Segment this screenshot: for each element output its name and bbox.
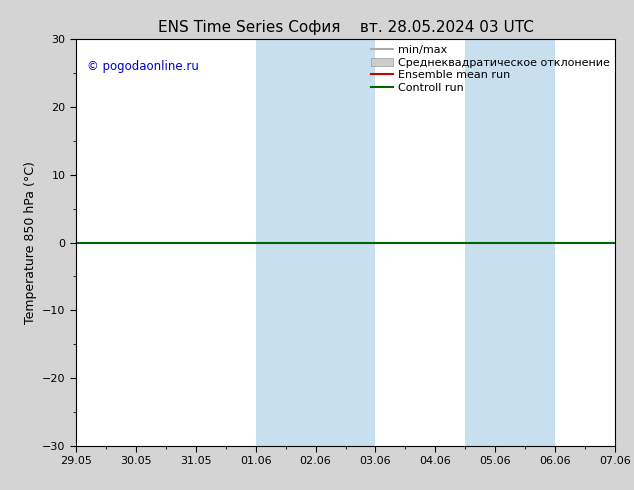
Bar — [256, 39, 375, 446]
Legend: min/max, Среднеквадратическое отклонение, Ensemble mean run, Controll run: min/max, Среднеквадратическое отклонение… — [368, 43, 612, 96]
Text: © pogodaonline.ru: © pogodaonline.ru — [87, 60, 198, 73]
Title: ENS Time Series София    вт. 28.05.2024 03 UTC: ENS Time Series София вт. 28.05.2024 03 … — [158, 20, 533, 35]
Bar — [465, 39, 555, 446]
Y-axis label: Temperature 850 hPa (°C): Temperature 850 hPa (°C) — [23, 161, 37, 324]
